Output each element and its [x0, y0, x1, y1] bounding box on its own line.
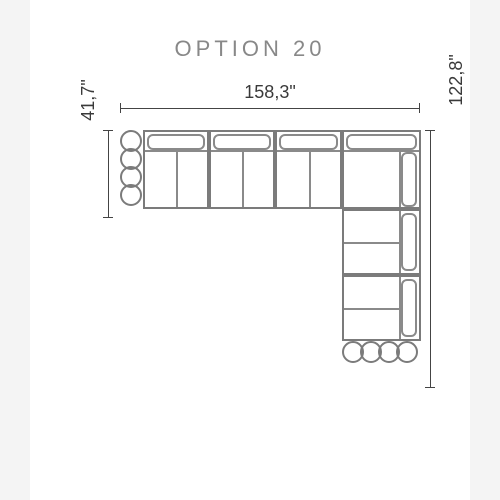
module-seat-1: [143, 130, 209, 209]
dim-length-label: 122,8": [446, 0, 467, 200]
module-arm-bottom: [342, 341, 417, 360]
module-seat-4: [342, 209, 421, 275]
option-card: OPTION 20 158,3" 41,7" 122,8": [30, 0, 470, 500]
module-seat-3: [275, 130, 341, 209]
dim-depth-label: 41,7": [78, 55, 99, 145]
module-corner: [342, 130, 421, 209]
next-page-edge: [470, 0, 500, 500]
dim-width-label: 158,3": [120, 82, 420, 103]
module-seat-2: [209, 130, 275, 209]
prev-page-edge: [0, 0, 30, 500]
dim-width-line: [120, 108, 420, 109]
dim-depth-line: [108, 130, 109, 218]
module-arm-left: [120, 130, 139, 205]
dim-length-line: [430, 130, 431, 388]
module-seat-5: [342, 275, 421, 341]
